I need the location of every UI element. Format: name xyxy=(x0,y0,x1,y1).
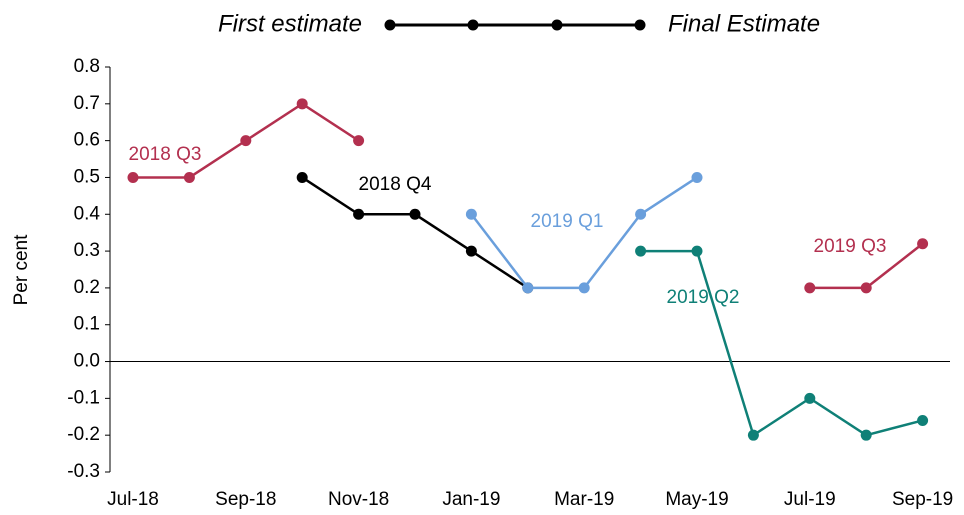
point xyxy=(353,135,365,147)
y-tick-label: 0.0 xyxy=(74,351,100,372)
point xyxy=(917,414,929,426)
series-label: 2018 Q4 xyxy=(359,174,432,195)
point xyxy=(465,245,477,257)
point xyxy=(353,208,365,220)
x-tick-label: Jul-19 xyxy=(784,489,836,510)
point xyxy=(578,282,590,294)
point xyxy=(296,98,308,110)
point xyxy=(240,135,252,147)
y-tick-label: 0.3 xyxy=(74,240,100,261)
point xyxy=(635,245,647,257)
annotation-end: Final Estimate xyxy=(668,10,820,37)
point xyxy=(409,208,421,220)
series-label: 2019 Q1 xyxy=(531,211,604,232)
y-tick-label: 0.5 xyxy=(74,166,100,187)
y-tick-label: 0.1 xyxy=(74,314,100,335)
point xyxy=(917,238,929,250)
point xyxy=(522,282,534,294)
y-tick-label: 0.7 xyxy=(74,93,100,114)
x-tick-label: Sep-18 xyxy=(215,489,276,510)
point xyxy=(465,208,477,220)
point xyxy=(183,171,195,183)
point xyxy=(635,208,647,220)
point xyxy=(691,171,703,183)
point xyxy=(296,171,308,183)
annotation-start: First estimate xyxy=(218,10,362,37)
series-label: 2019 Q3 xyxy=(814,236,887,257)
series-label: 2019 Q2 xyxy=(667,287,740,308)
y-tick-label: 0.4 xyxy=(74,203,101,224)
x-tick-label: Jan-19 xyxy=(442,489,500,510)
point xyxy=(860,429,872,441)
y-tick-label: 0.2 xyxy=(74,277,100,298)
point xyxy=(747,429,759,441)
y-tick-label: -0.1 xyxy=(67,387,100,408)
x-tick-label: May-19 xyxy=(665,489,728,510)
y-tick-label: 0.8 xyxy=(74,56,100,77)
series-label: 2018 Q3 xyxy=(129,144,202,165)
series-line xyxy=(470,176,698,290)
point xyxy=(804,282,816,294)
x-tick-label: Nov-18 xyxy=(328,489,389,510)
series-line xyxy=(640,249,923,438)
y-tick-label: -0.2 xyxy=(67,424,100,445)
point xyxy=(804,392,816,404)
x-tick-label: Sep-19 xyxy=(892,489,953,510)
y-tick-label: 0.6 xyxy=(74,130,100,151)
point xyxy=(127,171,139,183)
point xyxy=(860,282,872,294)
y-axis-label: Per cent xyxy=(11,234,32,305)
estimate-arrow xyxy=(384,19,646,31)
x-tick-label: Mar-19 xyxy=(554,489,614,510)
y-tick-label: -0.3 xyxy=(67,461,100,482)
x-tick-label: Jul-18 xyxy=(107,489,159,510)
point xyxy=(691,245,703,257)
